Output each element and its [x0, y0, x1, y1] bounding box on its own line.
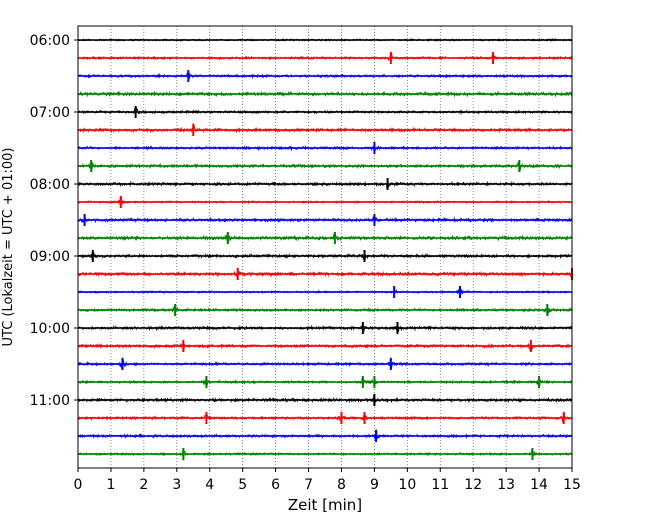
x-tick-label: 7	[304, 477, 313, 493]
x-tick-label: 15	[563, 477, 581, 493]
plot-frame	[77, 25, 573, 469]
y-axis: 06:00 07:00 08:00 09:00 10:00 11:00	[30, 33, 78, 409]
y-tick-label: 11:00	[30, 393, 70, 409]
x-tick-label: 2	[139, 477, 148, 493]
x-tick-label: 11	[431, 477, 449, 493]
y-tick-label: 09:00	[30, 249, 70, 265]
trace-0915	[77, 266, 573, 278]
x-tick-label: 13	[497, 477, 515, 493]
trace-0730	[77, 141, 573, 152]
trace-group	[77, 37, 573, 461]
y-tick-label: 07:00	[30, 105, 70, 121]
trace-1100	[77, 394, 573, 404]
x-tick-label: 4	[205, 477, 214, 493]
x-tick-label: 0	[74, 477, 83, 493]
x-tick-label: 3	[172, 477, 181, 493]
x-tick-label: 9	[370, 477, 379, 493]
trace-0615	[77, 52, 573, 62]
y-tick-label: 10:00	[30, 321, 70, 337]
x-tick-label: 10	[398, 477, 416, 493]
x-axis: 0 1 2 3 4 5 6 7 8 9 10 11 12 13 14 15	[74, 468, 581, 493]
trace-1145	[77, 448, 573, 461]
x-tick-label: 12	[464, 477, 482, 493]
x-tick-label: 8	[337, 477, 346, 493]
y-axis-label: UTC (Lokalzeit = UTC + 01:00)	[1, 148, 16, 347]
plot-area	[77, 25, 573, 469]
x-tick-label: 6	[271, 477, 280, 493]
x-tick-label: 5	[238, 477, 247, 493]
x-axis-label: Zeit [min]	[288, 496, 362, 514]
y-tick-label: 06:00	[30, 33, 70, 49]
x-tick-label: 14	[530, 477, 548, 493]
y-tick-label: 08:00	[30, 177, 70, 193]
x-tick-label: 1	[106, 477, 115, 493]
trace-1130	[77, 429, 573, 441]
